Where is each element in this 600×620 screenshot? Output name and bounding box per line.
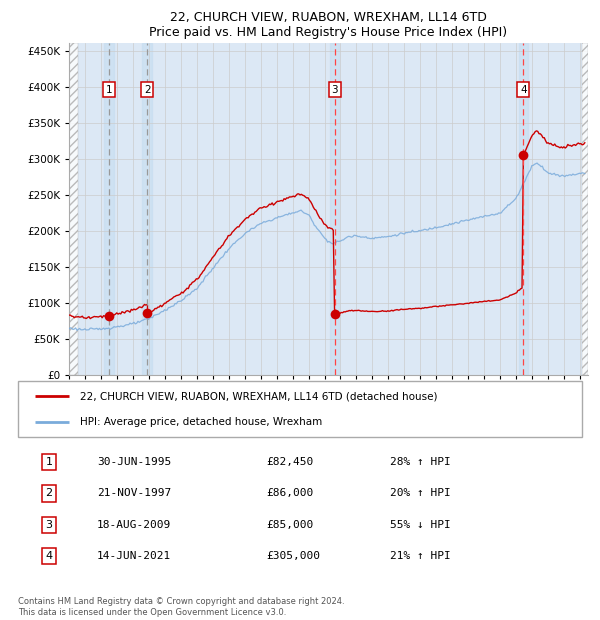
Text: £305,000: £305,000: [266, 551, 320, 561]
Text: 55% ↓ HPI: 55% ↓ HPI: [390, 520, 451, 529]
Text: 3: 3: [331, 85, 338, 95]
FancyBboxPatch shape: [18, 381, 582, 437]
Bar: [69, 43, 78, 375]
Text: 4: 4: [46, 551, 53, 561]
Text: 30-JUN-1995: 30-JUN-1995: [97, 457, 171, 467]
Title: 22, CHURCH VIEW, RUABON, WREXHAM, LL14 6TD
Price paid vs. HM Land Registry's Hou: 22, CHURCH VIEW, RUABON, WREXHAM, LL14 6…: [149, 11, 508, 40]
Text: £86,000: £86,000: [266, 489, 313, 498]
Text: 18-AUG-2009: 18-AUG-2009: [97, 520, 171, 529]
Bar: [104, 43, 113, 375]
Text: £82,450: £82,450: [266, 457, 313, 467]
Text: 3: 3: [46, 520, 53, 529]
Bar: [581, 43, 588, 375]
Text: 22, CHURCH VIEW, RUABON, WREXHAM, LL14 6TD (detached house): 22, CHURCH VIEW, RUABON, WREXHAM, LL14 6…: [80, 391, 437, 401]
Text: 28% ↑ HPI: 28% ↑ HPI: [390, 457, 451, 467]
Text: 2: 2: [144, 85, 151, 95]
Text: 1: 1: [106, 85, 112, 95]
Text: Contains HM Land Registry data © Crown copyright and database right 2024.
This d: Contains HM Land Registry data © Crown c…: [18, 598, 344, 617]
Text: 21-NOV-1997: 21-NOV-1997: [97, 489, 171, 498]
Text: 4: 4: [520, 85, 527, 95]
Bar: [330, 43, 340, 375]
Text: HPI: Average price, detached house, Wrexham: HPI: Average price, detached house, Wrex…: [80, 417, 322, 427]
Text: 21% ↑ HPI: 21% ↑ HPI: [390, 551, 451, 561]
Text: 14-JUN-2021: 14-JUN-2021: [97, 551, 171, 561]
Bar: [142, 43, 152, 375]
Text: 20% ↑ HPI: 20% ↑ HPI: [390, 489, 451, 498]
Text: 2: 2: [46, 489, 53, 498]
Text: 1: 1: [46, 457, 53, 467]
Text: £85,000: £85,000: [266, 520, 313, 529]
Bar: [518, 43, 528, 375]
